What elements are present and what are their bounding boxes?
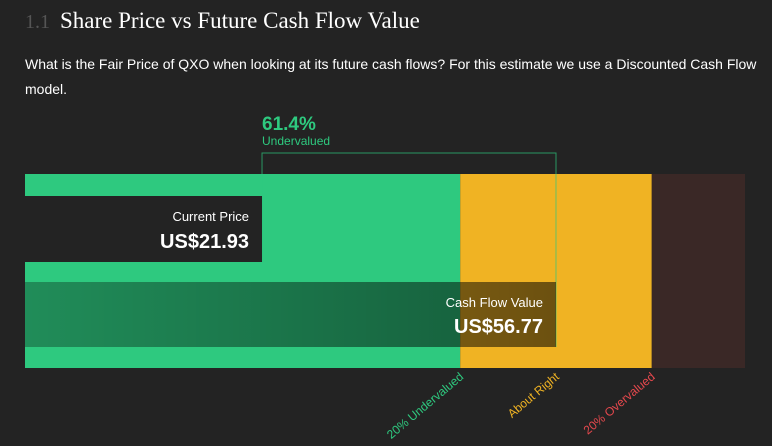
section-number: 1.1 xyxy=(25,11,50,33)
difference-bracket xyxy=(261,152,557,347)
difference-value: 61.4% xyxy=(262,114,316,135)
description: What is the Fair Price of QXO when looki… xyxy=(25,56,757,97)
zone-label: 20% Overvalued xyxy=(581,370,658,438)
zone-label: About Right xyxy=(505,369,563,420)
current-price-bar xyxy=(25,196,263,262)
cash-flow-bar xyxy=(25,282,556,347)
bar-name: Current Price xyxy=(172,209,249,224)
difference-label: Undervalued xyxy=(262,134,330,148)
bar-value: US$56.77 xyxy=(454,316,543,338)
zone xyxy=(651,174,745,368)
bar-value: US$21.93 xyxy=(160,231,249,253)
header: 1.1 Share Price vs Future Cash Flow Value xyxy=(25,8,420,34)
title: Share Price vs Future Cash Flow Value xyxy=(60,8,420,33)
zone-label: 20% Undervalued xyxy=(384,370,466,442)
bar-name: Cash Flow Value xyxy=(446,295,543,310)
